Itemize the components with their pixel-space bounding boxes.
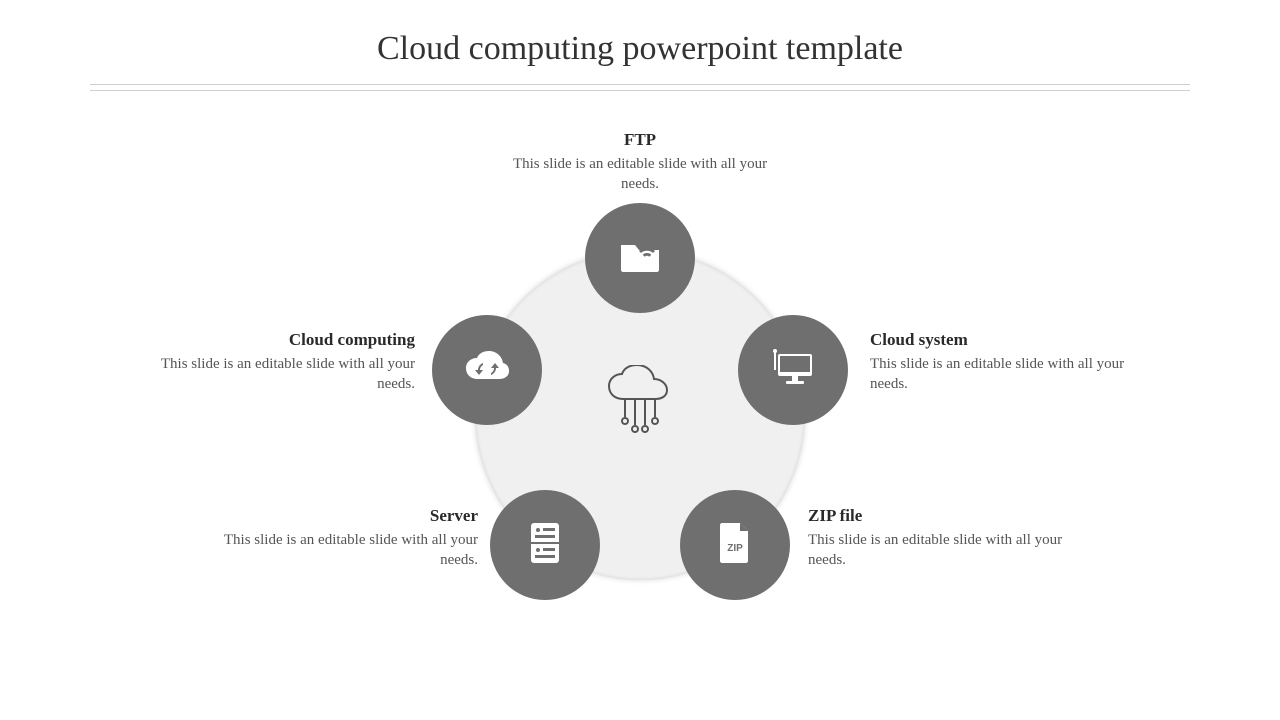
label-server: Server This slide is an editable slide w… — [218, 506, 478, 571]
label-ftp-body: This slide is an editable slide with all… — [510, 154, 770, 195]
cloud-network-icon — [601, 365, 679, 442]
node-zip-file: ZIP — [680, 490, 790, 600]
label-zip-file: ZIP file This slide is an editable slide… — [808, 506, 1068, 571]
label-cloud-body: This slide is an editable slide with all… — [870, 354, 1130, 395]
node-cloud-computing — [432, 315, 542, 425]
label-ftp-title: FTP — [510, 130, 770, 150]
label-zip-body: This slide is an editable slide with all… — [808, 530, 1068, 571]
node-ftp — [585, 203, 695, 313]
label-cc-body: This slide is an editable slide with all… — [155, 354, 415, 395]
server-icon — [528, 521, 562, 570]
label-cloud-title: Cloud system — [870, 330, 1130, 350]
label-cloud-computing: Cloud computing This slide is an editabl… — [155, 330, 415, 395]
label-cloud-system: Cloud system This slide is an editable s… — [870, 330, 1130, 395]
label-server-body: This slide is an editable slide with all… — [218, 530, 478, 571]
title-rule-bottom — [90, 90, 1190, 91]
node-cloud-system — [738, 315, 848, 425]
cloud-sync-icon — [463, 351, 511, 390]
diagram-stage: ZIP — [0, 105, 1280, 705]
label-cc-title: Cloud computing — [155, 330, 415, 350]
slide-title: Cloud computing powerpoint template — [0, 30, 1280, 68]
node-server — [490, 490, 600, 600]
label-server-title: Server — [218, 506, 478, 526]
label-ftp: FTP This slide is an editable slide with… — [510, 130, 770, 195]
title-rule-top — [90, 84, 1190, 85]
zip-file-icon: ZIP — [716, 521, 754, 570]
desktop-icon — [770, 348, 816, 393]
slide: Cloud computing powerpoint template — [0, 0, 1280, 720]
svg-text:ZIP: ZIP — [727, 543, 743, 554]
folder-wifi-icon — [618, 237, 662, 280]
label-zip-title: ZIP file — [808, 506, 1068, 526]
